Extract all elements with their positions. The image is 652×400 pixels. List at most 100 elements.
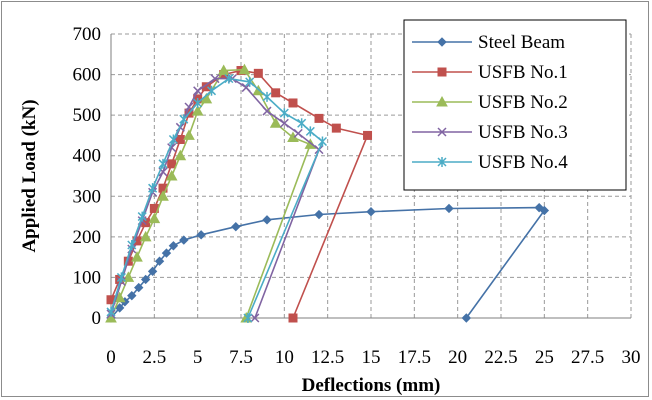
- x-tick-label: 12.5: [311, 347, 344, 368]
- data-point: [437, 127, 447, 137]
- legend-entry: USFB No.3: [412, 122, 568, 143]
- series-1: [106, 202, 550, 323]
- data-point: [167, 159, 177, 169]
- data-point: [366, 206, 376, 217]
- legend-label: USFB No.2: [478, 92, 568, 113]
- data-point: [168, 241, 179, 251]
- data-point: [116, 272, 126, 283]
- x-tick-label: 22.5: [484, 347, 517, 368]
- data-point: [179, 235, 189, 245]
- data-point: [207, 85, 217, 96]
- series-line: [110, 69, 369, 319]
- data-point: [106, 306, 116, 317]
- data-point: [271, 88, 281, 98]
- data-point: [127, 290, 137, 301]
- data-point: [168, 134, 178, 145]
- data-point: [147, 266, 158, 277]
- y-axis-title: Applied Load (kN): [19, 99, 40, 252]
- data-point: [148, 212, 161, 224]
- data-point: [250, 313, 260, 323]
- data-point: [191, 105, 204, 116]
- data-point: [288, 98, 298, 108]
- axes: [110, 34, 631, 319]
- data-point: [158, 158, 168, 169]
- data-point: [262, 215, 272, 225]
- data-point: [305, 126, 315, 137]
- data-point: [157, 190, 169, 201]
- data-point: [193, 86, 203, 96]
- data-point: [114, 303, 125, 313]
- data-point: [231, 222, 241, 232]
- y-tick-label: 200: [73, 227, 102, 248]
- data-point: [297, 118, 307, 129]
- series-line: [110, 68, 312, 319]
- data-point: [243, 313, 253, 323]
- y-tick-label: 700: [73, 24, 102, 45]
- x-tick-label: 7.5: [229, 347, 253, 368]
- y-tick-label: 100: [73, 267, 102, 288]
- data-point: [262, 91, 272, 102]
- x-tick-label: 27.5: [571, 347, 604, 368]
- data-point: [139, 230, 152, 242]
- data-point: [131, 251, 143, 262]
- legend-label: USFB No.3: [478, 122, 568, 143]
- data-point: [179, 114, 189, 125]
- data-point: [217, 64, 230, 76]
- x-tick-label: 10: [275, 347, 294, 368]
- x-tick-label: 25: [535, 347, 554, 368]
- legend-label: USFB No.4: [478, 152, 568, 173]
- series-5: [106, 73, 327, 323]
- data-point: [241, 83, 251, 93]
- data-point: [262, 106, 272, 116]
- y-tick-label: 400: [73, 146, 102, 167]
- data-point: [183, 129, 195, 140]
- data-point: [154, 256, 165, 266]
- data-point: [314, 209, 324, 220]
- data-point: [253, 68, 263, 78]
- line-chart: 0 100 200 300 400 500 600 700 0 2.5 5 7.5 10 12.5 15 17…: [19, 19, 641, 396]
- data-point: [314, 113, 324, 123]
- y-tick-label: 300: [73, 186, 102, 207]
- data-point: [269, 117, 282, 128]
- data-point: [539, 205, 550, 216]
- x-axis-title: Deflections (mm): [302, 375, 441, 396]
- data-point: [127, 239, 137, 250]
- data-point: [224, 73, 234, 84]
- data-point: [331, 123, 341, 133]
- data-point: [437, 157, 447, 167]
- data-point: [137, 211, 147, 222]
- series-2: [106, 66, 373, 323]
- data-point: [363, 130, 373, 140]
- data-point: [444, 203, 454, 214]
- y-tick-label: 600: [73, 65, 102, 86]
- x-tick-label: 30: [622, 347, 641, 368]
- x-tick-label: 0: [106, 347, 116, 368]
- data-point: [461, 313, 472, 323]
- legend-entry: USFB No.2: [412, 92, 568, 113]
- x-tick-label: 17.5: [398, 347, 431, 368]
- data-point: [174, 149, 187, 161]
- data-point: [436, 95, 448, 107]
- data-point: [161, 248, 172, 258]
- x-tick-label: 5: [193, 347, 203, 368]
- data-point: [437, 37, 447, 47]
- data-point: [238, 63, 251, 75]
- data-point: [193, 97, 203, 108]
- y-tick-label: 0: [92, 308, 102, 329]
- series-3: [105, 63, 317, 323]
- legend-entry: Steel Beam: [412, 32, 565, 53]
- data-point: [288, 313, 298, 323]
- data-point: [317, 136, 327, 147]
- data-point: [140, 274, 151, 285]
- data-point: [293, 128, 303, 138]
- y-tick-label: 500: [73, 105, 102, 126]
- tick-labels: 0 100 200 300 400 500 600 700 0 2.5 5 7.5 10 12.5 15 17…: [73, 24, 641, 368]
- series-layer: [105, 63, 550, 323]
- gridlines: [111, 33, 632, 318]
- legend-label: USFB No.1: [478, 62, 568, 83]
- data-point: [134, 282, 144, 293]
- data-point: [245, 76, 255, 87]
- x-tick-label: 2.5: [142, 347, 166, 368]
- x-tick-label: 20: [448, 347, 467, 368]
